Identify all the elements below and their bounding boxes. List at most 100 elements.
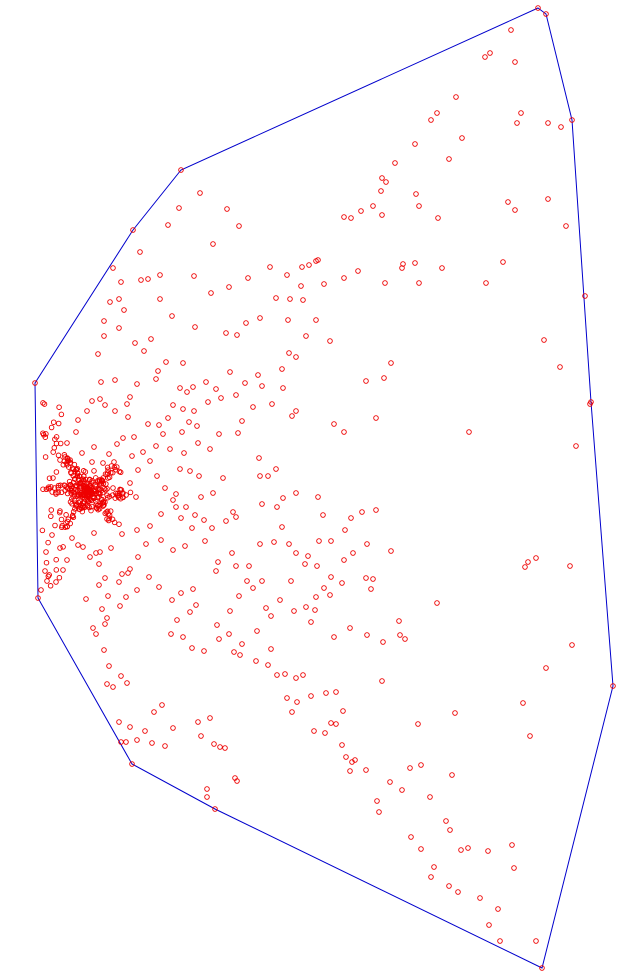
- data-point: [177, 466, 183, 472]
- hull-vertex-point: [32, 380, 38, 386]
- data-point: [180, 360, 186, 366]
- data-point: [314, 563, 320, 569]
- data-point: [79, 450, 85, 456]
- data-point: [313, 317, 319, 323]
- data-point: [315, 494, 321, 500]
- data-point: [134, 737, 140, 743]
- data-point: [224, 206, 230, 212]
- data-point: [413, 191, 419, 197]
- data-point: [68, 482, 74, 488]
- data-point: [42, 568, 48, 574]
- data-point: [321, 281, 327, 287]
- data-point: [434, 110, 440, 116]
- data-point: [265, 662, 271, 668]
- data-point: [374, 798, 380, 804]
- data-point: [67, 520, 73, 527]
- data-point: [569, 642, 575, 648]
- data-point: [343, 754, 349, 760]
- data-point: [50, 475, 56, 481]
- data-point: [205, 399, 211, 405]
- data-point: [520, 700, 526, 706]
- data-point: [52, 522, 58, 529]
- data-point: [388, 360, 394, 366]
- data-point: [77, 487, 83, 493]
- data-point: [43, 549, 49, 555]
- data-point: [97, 549, 103, 555]
- data-point: [153, 376, 159, 382]
- data-point: [127, 489, 134, 496]
- data-point: [364, 541, 370, 547]
- data-point: [68, 469, 74, 476]
- data-point: [101, 647, 107, 653]
- data-point: [286, 350, 292, 356]
- data-point: [50, 449, 56, 455]
- data-point: [154, 473, 160, 479]
- data-point: [88, 507, 94, 514]
- data-point: [101, 318, 107, 324]
- data-point: [112, 495, 118, 501]
- data-point: [320, 512, 326, 518]
- data-point: [399, 787, 405, 793]
- data-point: [250, 404, 256, 410]
- data-point: [512, 59, 518, 65]
- data-point: [293, 675, 299, 681]
- data-point: [155, 368, 161, 374]
- data-point: [80, 476, 86, 483]
- data-point: [169, 313, 175, 319]
- data-point: [263, 605, 269, 611]
- data-point: [207, 715, 213, 721]
- data-point: [178, 515, 184, 521]
- data-point: [284, 695, 290, 701]
- data-point: [358, 208, 364, 214]
- data-point: [143, 541, 149, 547]
- data-point: [118, 739, 124, 745]
- data-point: [370, 203, 376, 209]
- data-point: [146, 574, 152, 580]
- data-point: [104, 464, 111, 471]
- data-point: [431, 864, 437, 870]
- data-point: [509, 842, 515, 848]
- data-point: [65, 464, 72, 470]
- data-point: [114, 464, 120, 470]
- data-point: [242, 380, 248, 386]
- hull-vertex-point: [569, 117, 575, 123]
- data-point: [289, 709, 295, 715]
- hull-vertex-point: [178, 167, 184, 173]
- hull-vertex-point: [539, 965, 545, 971]
- data-point: [341, 214, 347, 220]
- data-point: [381, 375, 387, 381]
- data-point: [543, 665, 549, 671]
- data-point: [293, 408, 299, 414]
- data-point: [274, 504, 280, 510]
- data-point: [446, 156, 452, 162]
- data-point: [253, 658, 259, 664]
- data-point: [348, 515, 354, 521]
- data-point: [117, 603, 123, 609]
- data-point: [97, 396, 103, 402]
- data-point: [428, 874, 434, 880]
- data-point: [259, 383, 265, 389]
- data-point: [273, 466, 279, 472]
- data-point: [466, 429, 472, 435]
- data-point: [237, 652, 243, 658]
- data-point: [159, 702, 165, 708]
- data-point: [257, 541, 263, 547]
- data-point: [79, 492, 85, 499]
- data-point: [121, 307, 127, 313]
- data-point: [42, 454, 49, 460]
- data-point: [286, 541, 292, 547]
- data-point: [170, 497, 176, 503]
- data-point: [147, 523, 153, 529]
- data-point: [487, 50, 493, 56]
- data-point: [236, 223, 242, 229]
- data-point: [282, 671, 288, 677]
- data-point: [63, 484, 70, 490]
- data-point: [192, 512, 198, 518]
- data-point: [511, 865, 517, 871]
- data-point: [48, 424, 55, 431]
- data-point: [208, 290, 214, 296]
- data-point: [245, 275, 251, 281]
- data-point: [364, 632, 370, 638]
- data-point: [74, 502, 80, 509]
- data-point: [116, 521, 122, 527]
